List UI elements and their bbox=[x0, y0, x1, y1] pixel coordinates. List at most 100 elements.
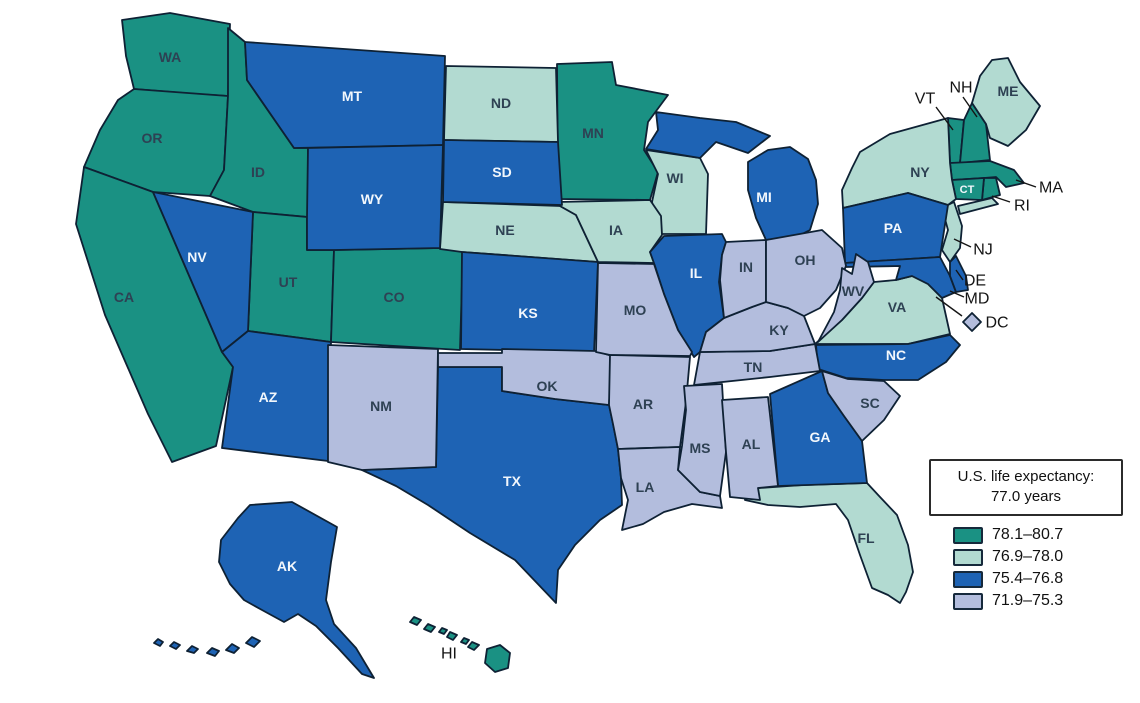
state-label-SD: SD bbox=[492, 164, 511, 180]
callout-lines-layer bbox=[935, 96, 1037, 317]
state-label-AL: AL bbox=[742, 436, 761, 452]
state-label-TN: TN bbox=[744, 359, 763, 375]
callout-label-NJ: NJ bbox=[973, 242, 993, 259]
state-MN bbox=[556, 61, 669, 201]
state-WV bbox=[817, 253, 875, 343]
legend-label-2: 75.4–76.8 bbox=[992, 570, 1064, 587]
legend-item: 76.9–78.0 bbox=[953, 546, 1063, 568]
state-label-FL: FL bbox=[857, 530, 875, 546]
state-label-AR: AR bbox=[633, 396, 653, 412]
state-KS bbox=[460, 251, 599, 353]
state-label-WA: WA bbox=[159, 49, 182, 65]
legend: 78.1–80.7 76.9–78.0 75.4–76.8 71.9–75.3 bbox=[953, 524, 1063, 612]
state-label-KS: KS bbox=[518, 305, 537, 321]
state-PA bbox=[842, 192, 949, 264]
state-label-WV: WV bbox=[842, 283, 865, 299]
state-label-NM: NM bbox=[370, 398, 392, 414]
state-label-OR: OR bbox=[142, 130, 163, 146]
state-WY bbox=[306, 144, 444, 251]
state-label-TX: TX bbox=[503, 473, 522, 489]
state-label-WY: WY bbox=[361, 191, 384, 207]
state-label-CT: CT bbox=[960, 184, 975, 196]
callout-label-NH: NH bbox=[949, 80, 972, 97]
state-label-LA: LA bbox=[636, 479, 655, 495]
state-OH bbox=[765, 229, 847, 317]
state-ME bbox=[971, 57, 1041, 147]
state-label-AK: AK bbox=[277, 558, 297, 574]
legend-swatch-1 bbox=[953, 548, 983, 566]
callout-label-DE: DE bbox=[964, 273, 986, 290]
state-AL bbox=[721, 396, 779, 501]
state-RI bbox=[981, 177, 1001, 201]
state-label-SC: SC bbox=[860, 395, 879, 411]
state-label-MN: MN bbox=[582, 125, 604, 141]
legend-item: 75.4–76.8 bbox=[953, 568, 1063, 590]
state-label-ME: ME bbox=[998, 83, 1019, 99]
state-NM bbox=[327, 344, 439, 471]
us-average-line1: U.S. life expectancy: bbox=[957, 468, 1095, 485]
state-labels-layer: WA OR CA ID UT CO MN CT ME NY ND WI NE IA VA FL AK MT WY NV… bbox=[114, 49, 1063, 663]
callout-label-HI: HI bbox=[441, 646, 457, 663]
legend-swatch-3 bbox=[953, 592, 983, 610]
state-label-ID: ID bbox=[251, 164, 265, 180]
state-SC bbox=[821, 370, 901, 442]
callout-line-VT bbox=[935, 106, 954, 131]
state-label-WI: WI bbox=[666, 170, 683, 186]
state-MI bbox=[645, 111, 819, 241]
callout-line-DE bbox=[955, 269, 964, 281]
legend-label-3: 71.9–75.3 bbox=[992, 592, 1064, 609]
state-label-PA: PA bbox=[884, 220, 902, 236]
state-label-KY: KY bbox=[769, 322, 789, 338]
callout-label-RI: RI bbox=[1014, 198, 1030, 215]
state-MO bbox=[595, 262, 693, 357]
state-label-VA: VA bbox=[888, 299, 906, 315]
state-WI bbox=[645, 149, 709, 235]
callout-line-NH bbox=[962, 96, 978, 118]
callout-label-MD: MD bbox=[965, 291, 990, 308]
us-average-box: U.S. life expectancy: 77.0 years bbox=[929, 459, 1123, 516]
legend-label-0: 78.1–80.7 bbox=[992, 526, 1064, 543]
state-label-AZ: AZ bbox=[259, 389, 278, 405]
legend-swatch-0 bbox=[953, 526, 983, 544]
state-FL bbox=[744, 482, 914, 604]
state-SD bbox=[442, 139, 563, 206]
callout-line-MD bbox=[949, 290, 965, 298]
legend-item: 78.1–80.7 bbox=[953, 524, 1063, 546]
legend-item: 71.9–75.3 bbox=[953, 590, 1063, 612]
state-label-NY: NY bbox=[910, 164, 930, 180]
state-label-OK: OK bbox=[537, 378, 558, 394]
callout-label-DC: DC bbox=[985, 315, 1008, 332]
state-label-NE: NE bbox=[495, 222, 514, 238]
state-DC bbox=[962, 312, 982, 332]
callout-line-RI bbox=[991, 195, 1011, 203]
state-label-MS: MS bbox=[690, 440, 711, 456]
states-layer bbox=[75, 12, 1041, 679]
state-label-MT: MT bbox=[342, 88, 363, 104]
state-label-IN: IN bbox=[739, 259, 753, 275]
callout-label-MA: MA bbox=[1039, 180, 1063, 197]
state-label-GA: GA bbox=[810, 429, 831, 445]
legend-label-1: 76.9–78.0 bbox=[992, 548, 1064, 565]
callout-line-DC bbox=[935, 296, 963, 317]
state-label-CA: CA bbox=[114, 289, 134, 305]
state-label-MO: MO bbox=[624, 302, 647, 318]
state-MD bbox=[844, 256, 957, 299]
callout-line-MA bbox=[1015, 179, 1037, 188]
legend-swatch-2 bbox=[953, 570, 983, 588]
state-label-ND: ND bbox=[491, 95, 511, 111]
state-label-MI: MI bbox=[756, 189, 772, 205]
state-label-NV: NV bbox=[187, 249, 207, 265]
state-label-CO: CO bbox=[384, 289, 405, 305]
state-label-IA: IA bbox=[609, 222, 623, 238]
us-average-line2: 77.0 years bbox=[990, 488, 1062, 506]
state-label-IL: IL bbox=[690, 265, 703, 281]
state-label-NC: NC bbox=[886, 347, 906, 363]
callout-line-NJ bbox=[953, 238, 972, 248]
state-label-UT: UT bbox=[279, 274, 298, 290]
state-HI bbox=[409, 616, 511, 673]
state-label-OH: OH bbox=[795, 252, 816, 268]
state-AK bbox=[153, 501, 375, 679]
callout-label-VT: VT bbox=[915, 91, 936, 108]
